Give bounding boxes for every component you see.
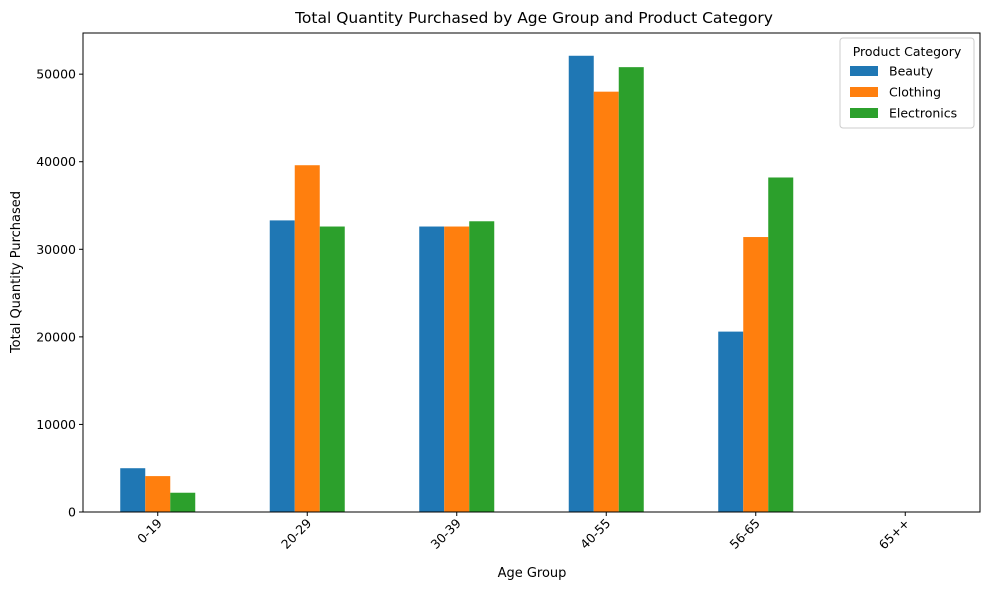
x-tick-label: 30-39 bbox=[428, 515, 464, 551]
bar-clothing-0-19 bbox=[145, 476, 171, 512]
bar-clothing-30-39 bbox=[444, 226, 470, 513]
y-tick-label: 30000 bbox=[36, 242, 76, 257]
legend: Product Category Beauty Clothing Electroni… bbox=[839, 37, 975, 129]
legend-box bbox=[839, 37, 975, 129]
bar-beauty-20-29 bbox=[269, 220, 295, 512]
legend-swatch-beauty bbox=[850, 66, 878, 76]
bar-clothing-40-55 bbox=[593, 91, 619, 512]
y-tick-label: 50000 bbox=[36, 67, 76, 82]
x-tick-label: 65++ bbox=[876, 516, 913, 553]
bar-beauty-40-55 bbox=[568, 55, 594, 513]
bar-beauty-56-65 bbox=[718, 331, 744, 512]
x-tick-label: 56-65 bbox=[727, 516, 763, 552]
y-tick-label: 10000 bbox=[36, 417, 76, 432]
plot-frame bbox=[82, 32, 981, 513]
legend-label-electronics: Electronics bbox=[889, 106, 957, 121]
x-axis-label: Age Group bbox=[498, 566, 567, 581]
x-tick-label: 20-29 bbox=[278, 515, 314, 551]
bar-beauty-30-39 bbox=[419, 226, 445, 513]
bar-electronics-30-39 bbox=[469, 221, 495, 512]
legend-label-beauty: Beauty bbox=[889, 64, 934, 79]
bar-electronics-0-19 bbox=[170, 492, 196, 512]
x-tick-label: 0-19 bbox=[134, 515, 165, 546]
legend-swatch-clothing bbox=[850, 87, 878, 97]
legend-title: Product Category bbox=[853, 44, 962, 59]
legend-swatch-electronics bbox=[850, 108, 878, 118]
plot-area: 0 10000 20000 30000 40000 50000 0-19 20-29 30-39… bbox=[36, 55, 913, 553]
y-tick-label: 0 bbox=[68, 505, 76, 520]
y-tick-label: 20000 bbox=[36, 329, 76, 344]
y-axis-label: Total Quantity Purchased bbox=[9, 191, 24, 354]
bar-electronics-56-65 bbox=[768, 177, 794, 513]
bar-clothing-56-65 bbox=[743, 237, 769, 512]
y-tick-label: 40000 bbox=[36, 154, 76, 169]
bar-beauty-0-19 bbox=[120, 468, 146, 512]
bar-electronics-20-29 bbox=[319, 226, 345, 513]
bar-clothing-20-29 bbox=[294, 165, 320, 512]
bar-electronics-40-55 bbox=[618, 67, 644, 512]
legend-label-clothing: Clothing bbox=[889, 85, 941, 100]
x-tick-label: 40-55 bbox=[577, 516, 613, 552]
chart-title: Total Quantity Purchased by Age Group an… bbox=[294, 9, 773, 27]
